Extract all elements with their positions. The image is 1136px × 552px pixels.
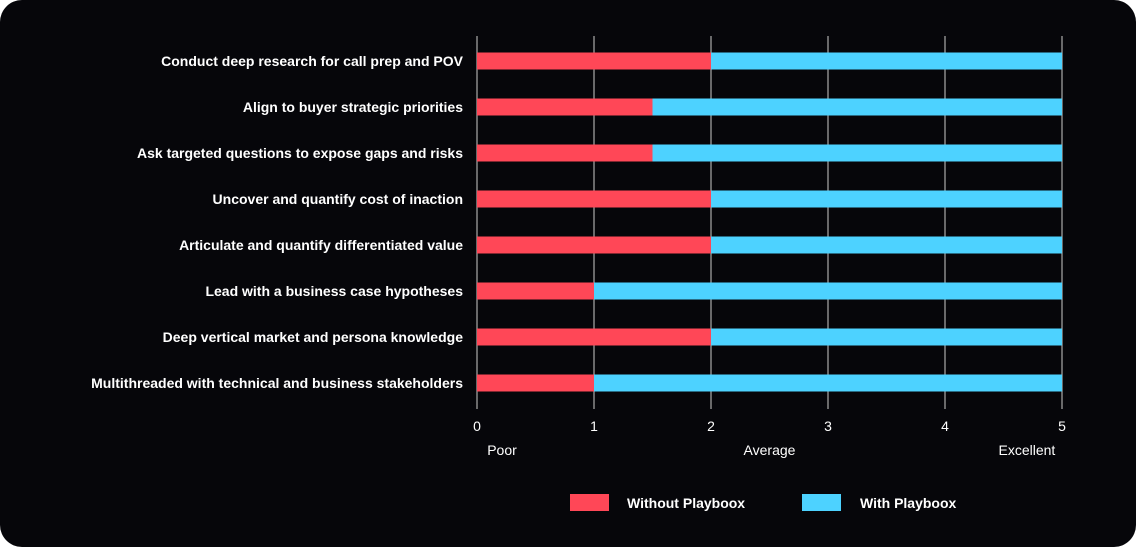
- category-label: Lead with a business case hypotheses: [205, 283, 463, 299]
- legend-swatch: [802, 494, 841, 511]
- x-tick-label: 5: [1058, 418, 1066, 434]
- bar-without-playboox: [477, 52, 711, 70]
- scale-label-average: Average: [744, 442, 796, 458]
- x-tick-label: 3: [824, 418, 832, 434]
- gridlines: [476, 36, 1063, 409]
- bar-with-playboox: [594, 374, 1062, 392]
- legend-swatch: [570, 494, 609, 511]
- bar-without-playboox: [477, 236, 711, 254]
- x-tick-labels: 0 1 2 3 4 5: [473, 418, 1066, 434]
- category-label: Multithreaded with technical and busines…: [91, 375, 463, 391]
- bars: [477, 52, 1062, 392]
- category-label: Deep vertical market and persona knowled…: [163, 329, 464, 345]
- category-labels: Conduct deep research for call prep and …: [91, 53, 464, 391]
- legend-label: With Playboox: [860, 495, 957, 511]
- bar-without-playboox: [477, 190, 711, 208]
- scale-labels: Poor Average Excellent: [487, 442, 1055, 458]
- category-label: Uncover and quantify cost of inaction: [213, 191, 463, 207]
- bar-without-playboox: [477, 98, 653, 116]
- category-label: Conduct deep research for call prep and …: [161, 53, 464, 69]
- legend-label: Without Playboox: [627, 495, 745, 511]
- bar-with-playboox: [711, 52, 1062, 70]
- x-tick-label: 2: [707, 418, 715, 434]
- bar-with-playboox: [652, 144, 1062, 162]
- bar-without-playboox: [477, 282, 594, 300]
- legend: Without Playboox With Playboox: [570, 494, 957, 511]
- bar-with-playboox: [711, 328, 1062, 346]
- bar-with-playboox: [652, 98, 1062, 116]
- bar-with-playboox: [711, 190, 1062, 208]
- x-tick-label: 1: [590, 418, 598, 434]
- category-label: Ask targeted questions to expose gaps an…: [137, 145, 463, 161]
- bar-with-playboox: [594, 282, 1062, 300]
- x-tick-label: 4: [941, 418, 949, 434]
- category-label: Align to buyer strategic priorities: [243, 99, 463, 115]
- bar-without-playboox: [477, 328, 711, 346]
- x-tick-label: 0: [473, 418, 481, 434]
- bar-without-playboox: [477, 144, 653, 162]
- bar-without-playboox: [477, 374, 594, 392]
- category-label: Articulate and quantify differentiated v…: [179, 237, 463, 253]
- bar-with-playboox: [711, 236, 1062, 254]
- scale-label-poor: Poor: [487, 442, 517, 458]
- scale-label-excellent: Excellent: [998, 442, 1055, 458]
